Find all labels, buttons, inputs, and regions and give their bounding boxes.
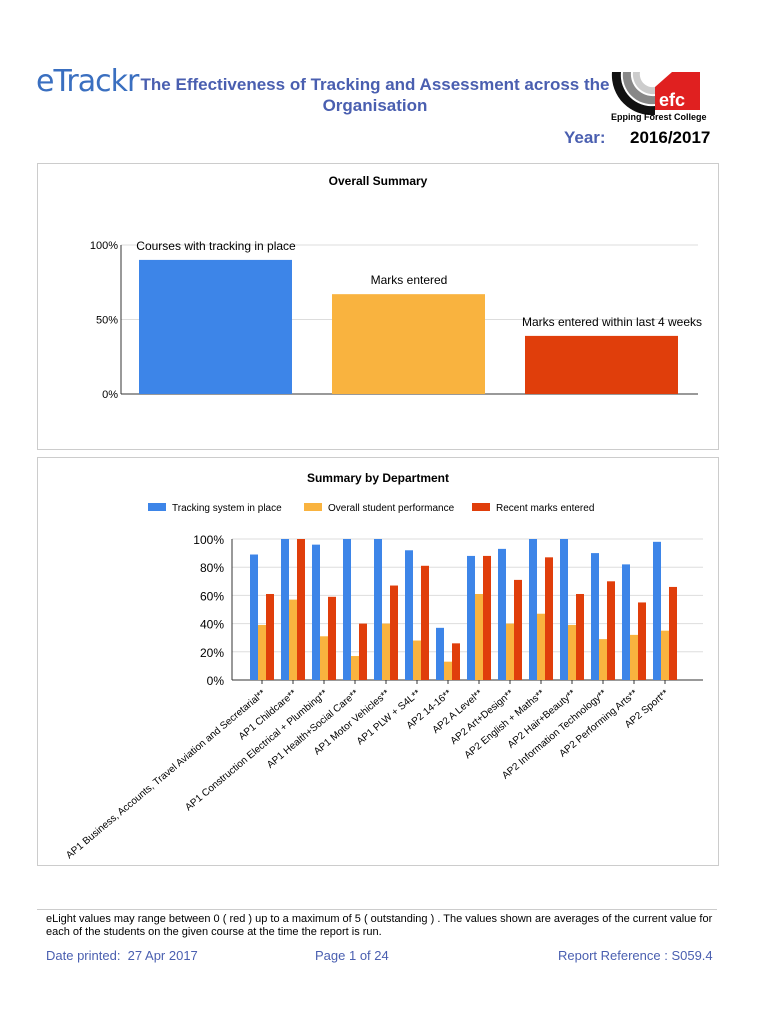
elight-note: eLight values may range between 0 ( red … (46, 913, 713, 938)
x-tick-label: AP1 Business, Accounts, Travel Aviation … (64, 688, 268, 861)
department-summary-panel: Summary by Department Tracking system in… (37, 457, 719, 866)
y-tick-label: 20% (200, 646, 224, 660)
bar (374, 539, 382, 680)
year-label: Year: (564, 128, 606, 147)
bar (576, 593, 584, 680)
bar (560, 539, 568, 680)
chart-title: Overall Summary (329, 174, 428, 188)
bar (498, 548, 506, 680)
bar (607, 581, 615, 680)
legend-label: Tracking system in place (172, 503, 282, 514)
bar (436, 627, 444, 680)
bar (382, 623, 390, 680)
department-summary-chart: Summary by Department Tracking system in… (64, 471, 703, 861)
bar-label: Marks entered (371, 273, 448, 287)
bar (258, 625, 266, 680)
bar (669, 586, 677, 680)
bar (452, 643, 460, 680)
etrackr-logo: eTrackr (36, 64, 139, 99)
bar (250, 554, 258, 680)
bar (328, 596, 336, 680)
y-tick-label: 40% (200, 618, 224, 632)
bar (332, 294, 485, 394)
date-value: 27 Apr 2017 (127, 948, 198, 963)
bar (661, 630, 669, 680)
y-tick-label: 100% (193, 533, 224, 547)
y-tick-label: 60% (200, 589, 224, 603)
bar (483, 555, 491, 680)
bar (591, 553, 599, 680)
bar (653, 541, 661, 680)
bar-label: Courses with tracking in place (136, 239, 296, 253)
bar (638, 602, 646, 680)
y-tick-label: 50% (96, 315, 118, 327)
bar (359, 623, 367, 680)
bar (390, 585, 398, 680)
bar (630, 634, 638, 680)
bar (599, 639, 607, 680)
overall-summary-panel: Overall Summary 0% 50% 100% Courses with tr… (37, 163, 719, 450)
bar (525, 335, 678, 394)
date-label: Date printed: (46, 948, 121, 963)
legend-label: Recent marks entered (496, 503, 594, 514)
bar (351, 656, 359, 680)
overall-summary-chart: Overall Summary 0% 50% 100% Courses with tr… (90, 174, 702, 401)
bar-label: Marks entered within last 4 weeks (522, 315, 702, 329)
chart-title: Summary by Department (307, 471, 449, 485)
college-logo: efc (611, 72, 700, 116)
bar (343, 539, 351, 680)
y-tick-label: 0% (207, 674, 225, 688)
bar (421, 565, 429, 680)
bar (139, 259, 292, 394)
bar (475, 593, 483, 680)
report-title: The Effectiveness of Tracking and Assess… (140, 75, 610, 115)
bar (413, 640, 421, 680)
bar (467, 555, 475, 680)
y-tick-label: 0% (102, 389, 118, 401)
y-tick-label: 100% (90, 240, 118, 252)
bar (281, 539, 289, 680)
bar (266, 593, 274, 680)
legend-swatch (304, 503, 322, 511)
bar (289, 599, 297, 680)
bar (297, 539, 305, 680)
college-name: Epping Forest College (611, 112, 707, 122)
y-tick-label: 80% (200, 561, 224, 575)
legend-swatch (472, 503, 490, 511)
year-value: 2016/2017 (630, 128, 711, 147)
bar (444, 661, 452, 680)
bar (320, 636, 328, 680)
bar (405, 550, 413, 680)
legend-label: Overall student performance (328, 503, 455, 514)
bar (622, 564, 630, 680)
legend-swatch (148, 503, 166, 511)
svg-text:efc: efc (659, 90, 685, 110)
bar (506, 623, 514, 680)
report-reference: Report Reference : S059.4 (558, 948, 713, 963)
date-printed: Date printed: 27 Apr 2017 (46, 948, 198, 963)
bar (514, 579, 522, 680)
bar (312, 544, 320, 680)
footer-divider (37, 909, 717, 910)
page-number: Page 1 of 24 (315, 948, 389, 963)
bar (568, 625, 576, 680)
x-tick-label: AP1 Construction Electrical + Plumbing** (183, 688, 330, 814)
bar (537, 613, 545, 680)
bar (529, 539, 537, 680)
bar (545, 557, 553, 680)
